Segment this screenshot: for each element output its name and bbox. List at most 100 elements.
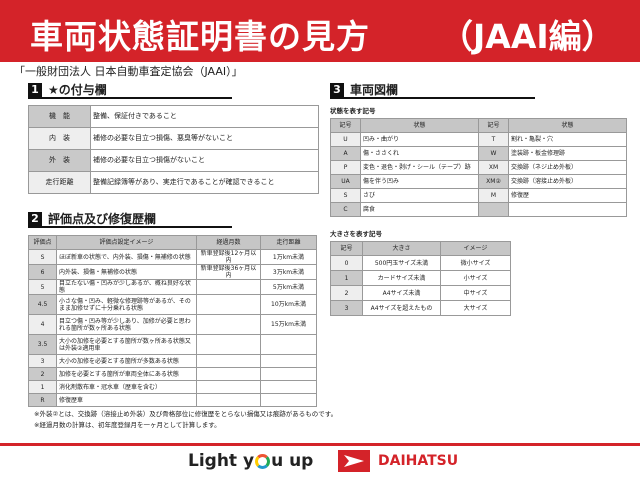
table-cell	[196, 380, 261, 394]
column-header: 記号	[330, 241, 363, 256]
table-cell: W	[478, 146, 509, 161]
section-2-heading: 2 評価点及び修復歴欄	[28, 212, 232, 228]
column-header: 走行距離	[260, 235, 317, 250]
column-header: 状態	[360, 118, 479, 133]
table-cell: 消化剤散布車・冠水車（歴車を含む）	[56, 380, 197, 394]
section-number: 1	[28, 83, 42, 97]
table-cell: 500円玉サイズ未満	[362, 255, 441, 271]
table-cell: P	[330, 160, 361, 175]
column-header: 状態	[508, 118, 627, 133]
size-symbols-table: 記号 大きさ イメージ 0 500円玉サイズ未満 微小サイズ 1 カードサイズ未満 小サイズ 2 A…	[330, 241, 511, 316]
table-cell: 割れ・亀裂・穴	[508, 132, 627, 147]
table-row: 5 目立たない傷・凹みが少しあるが、概ね良好な状態 5万km未満	[28, 279, 317, 295]
section-title: 車両図欄	[350, 83, 399, 97]
slogan-text: u up	[271, 451, 314, 471]
table-cell	[260, 393, 317, 407]
table-cell: 大小の加修を必要とする箇所が多数ある状態	[56, 354, 197, 368]
table-cell: 2	[330, 285, 363, 301]
table-row: S さび M 修復歴	[330, 188, 627, 203]
table-row: 3.5 大小の加修を必要とする箇所が数ヶ所ある状態又は外装②適用車	[28, 334, 317, 355]
table-cell	[478, 202, 509, 217]
table-cell: 小さな傷・凹み、軽微な修理跡等があるが、そのまま加修せずに十分乗れる状態	[56, 294, 197, 315]
slogan-logo: Light y u up	[188, 450, 313, 472]
table-cell: 1万km未満	[260, 249, 317, 265]
slogan-text: Light y	[188, 451, 255, 471]
daihatsu-logo-icon	[338, 450, 370, 472]
table-row: A 傷・ささくれ W 塗装跡・板金修理跡	[330, 146, 627, 161]
table-cell: 傷を伴う凹み	[360, 174, 479, 189]
table-cell	[196, 393, 261, 407]
table-row: 0 500円玉サイズ未満 微小サイズ	[330, 255, 511, 271]
table-cell: 5万km未満	[260, 279, 317, 295]
condition-symbols-table: 記号 状態 記号 状態 U 凹み・曲がり T 割れ・亀裂・穴 A 傷・ささくれ W 塗装跡・板金修理跡…	[330, 118, 627, 217]
table-cell: 大サイズ	[440, 300, 511, 316]
table-cell: 腐食	[360, 202, 479, 217]
table-row: 3 大小の加修を必要とする箇所が多数ある状態	[28, 354, 317, 368]
table-cell: 1	[330, 270, 363, 286]
table-cell: 外 装	[28, 149, 91, 172]
table-cell: 機 能	[28, 105, 91, 128]
table-row: 1 消化剤散布車・冠水車（歴車を含む）	[28, 380, 317, 394]
table-cell: C	[330, 202, 361, 217]
table-cell	[196, 334, 261, 355]
table-cell: 3万km未満	[260, 264, 317, 280]
table-row: 4.5 小さな傷・凹み、軽微な修理跡等があるが、そのまま加修せずに十分乗れる状態 1…	[28, 294, 317, 315]
table-cell: 3	[330, 300, 363, 316]
table-cell: 交換跡（溶接止め外板）	[508, 174, 627, 189]
section-title: ★の付与欄	[48, 83, 107, 97]
table-cell: 5	[28, 279, 57, 295]
table-cell	[196, 294, 261, 315]
condition-symbols-label: 状態を表す記号	[330, 107, 376, 115]
table-cell: 凹み・曲がり	[360, 132, 479, 147]
table-cell: 6	[28, 264, 57, 280]
column-header: イメージ	[440, 241, 511, 256]
table-cell: 走行距離	[28, 171, 91, 194]
table-cell: ほぼ新車の状態で、内外装、損傷・無補修の状態	[56, 249, 197, 265]
table-cell: R	[28, 393, 57, 407]
table-row: 2 A4サイズ未満 中サイズ	[330, 285, 511, 301]
note-1: ※外装②とは、交換跡（溶接止め外装）及び骨格部位に修復歴をとらない損傷又は痕跡が…	[34, 410, 338, 418]
table-row: 内 装補修の必要な目立つ損傷、悪臭等がないこと	[28, 127, 319, 150]
table-cell: S	[28, 249, 57, 265]
table-cell	[260, 380, 317, 394]
table-cell: XM②	[478, 174, 509, 189]
table-row: S ほぼ新車の状態で、内外装、損傷・無補修の状態 新車登録後12ヶ月以内 1万km未満	[28, 249, 317, 265]
column-header: 評価点	[28, 235, 57, 250]
table-row: 機 能整備、保証付きであること	[28, 105, 319, 128]
table-cell: 15万km未満	[260, 314, 317, 335]
table-cell: 4.5	[28, 294, 57, 315]
table-cell: 修復歴	[508, 188, 627, 203]
table-cell: 3.5	[28, 334, 57, 355]
star-criteria-table: 機 能整備、保証付きであること内 装補修の必要な目立つ損傷、悪臭等がないこと外 …	[28, 105, 319, 194]
table-row: 1 カードサイズ未満 小サイズ	[330, 270, 511, 286]
table-cell: A4サイズを超えたもの	[362, 300, 441, 316]
table-cell: 中サイズ	[440, 285, 511, 301]
table-row: 4 目立つ傷・凹み等が少しあり、加修が必要と思われる箇所が数ヶ所ある状態 15万km…	[28, 314, 317, 335]
table-row: UA 傷を伴う凹み XM② 交換跡（溶接止め外板）	[330, 174, 627, 189]
table-cell: 変色・退色・剥げ・シール（テープ）跡	[360, 160, 479, 175]
brand-name: DAIHATSU	[378, 453, 459, 469]
table-cell: T	[478, 132, 509, 147]
header-row: 記号 状態 記号 状態	[330, 118, 627, 133]
table-cell: さび	[360, 188, 479, 203]
table-cell: 補修の必要な目立つ損傷がないこと	[90, 149, 319, 172]
table-row: 走行距離 整備記録簿等があり、実走行であることが確認できること	[28, 171, 319, 194]
table-cell: M	[478, 188, 509, 203]
table-cell	[196, 314, 261, 335]
header-row: 記号 大きさ イメージ	[330, 241, 511, 256]
table-cell: 2	[28, 367, 57, 381]
table-cell	[260, 354, 317, 368]
table-cell	[508, 202, 627, 217]
ring-icon	[255, 453, 271, 469]
table-cell: 塗装跡・板金修理跡	[508, 146, 627, 161]
table-cell: A	[330, 146, 361, 161]
table-cell: 小サイズ	[440, 270, 511, 286]
table-cell: 整備記録簿等があり、実走行であることが確認できること	[90, 171, 319, 194]
table-cell: 整備、保証付きであること	[90, 105, 319, 128]
table-cell: 傷・ささくれ	[360, 146, 479, 161]
table-cell	[260, 334, 317, 355]
column-header: 大きさ	[362, 241, 441, 256]
table-cell	[196, 354, 261, 368]
table-cell: 大小の加修を必要とする箇所が数ヶ所ある状態又は外装②適用車	[56, 334, 197, 355]
table-cell: 修復歴車	[56, 393, 197, 407]
